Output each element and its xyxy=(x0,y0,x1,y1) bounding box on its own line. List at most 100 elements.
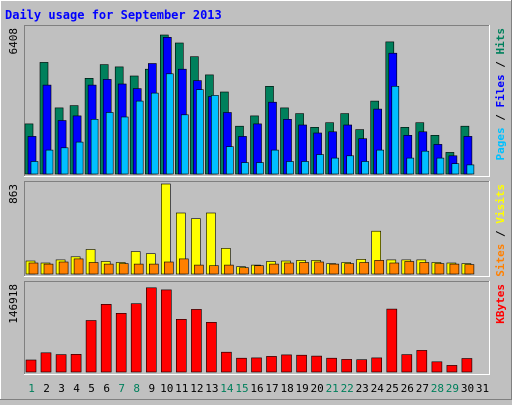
day-label-3: 3 xyxy=(58,382,65,395)
day-label-26: 26 xyxy=(401,382,414,395)
bar-kbytes-day-7 xyxy=(115,312,127,373)
panel-visits-sites: 863 Sites / Visits xyxy=(7,181,507,277)
bar-pages-day-13 xyxy=(211,95,219,175)
bar-kbytes-day-13 xyxy=(206,321,217,373)
bar-kbytes-day-4 xyxy=(70,353,82,373)
bar-sites-day-6 xyxy=(103,263,114,275)
bar-sites-day-13 xyxy=(209,265,219,275)
legend-entry-pages: Pages xyxy=(494,127,507,160)
bar-pages-day-6 xyxy=(105,112,114,175)
bar-sites-day-3 xyxy=(58,261,69,275)
bar-kbytes-day-30 xyxy=(461,358,473,373)
bar-sites-day-30 xyxy=(464,264,475,275)
day-label-7: 7 xyxy=(118,382,125,395)
bar-sites-day-22 xyxy=(344,263,355,275)
day-label-31: 31 xyxy=(476,382,489,395)
bar-pages-day-4 xyxy=(75,141,84,175)
bar-kbytes-day-23 xyxy=(356,359,368,373)
day-label-28: 28 xyxy=(431,382,444,395)
bar-pages-day-7 xyxy=(120,116,129,175)
bar-kbytes-day-8 xyxy=(130,303,142,373)
day-label-29: 29 xyxy=(446,382,459,395)
legend-separator: / xyxy=(494,224,507,244)
bar-pages-day-22 xyxy=(346,155,355,175)
day-label-22: 22 xyxy=(341,382,354,395)
bar-sites-day-16 xyxy=(254,265,264,275)
bar-pages-day-2 xyxy=(45,149,54,175)
day-label-11: 11 xyxy=(175,382,188,395)
day-label-23: 23 xyxy=(356,382,369,395)
bar-pages-day-29 xyxy=(451,163,460,175)
bar-pages-day-20 xyxy=(316,154,324,175)
day-label-25: 25 xyxy=(386,382,399,395)
bar-kbytes-day-20 xyxy=(311,355,322,373)
legend-separator: / xyxy=(494,108,507,128)
bar-pages-day-28 xyxy=(436,157,445,175)
bar-sites-day-4 xyxy=(73,258,84,275)
bar-sites-day-18 xyxy=(284,262,294,275)
bar-pages-day-11 xyxy=(181,114,189,175)
bar-sites-day-12 xyxy=(194,264,204,275)
panel-kbytes: 146918 KBytes xyxy=(7,281,507,375)
day-label-14: 14 xyxy=(220,382,234,395)
bar-pages-day-9 xyxy=(151,92,159,175)
chart-title: Daily usage for September 2013 xyxy=(5,8,222,22)
bar-sites-day-17 xyxy=(269,263,279,275)
bar-pages-day-15 xyxy=(241,162,249,175)
bar-kbytes-day-21 xyxy=(326,357,337,373)
bar-kbytes-day-16 xyxy=(251,357,262,373)
chart-panels: 6408 Pages / Files / Hits 863 Sites / Visit… xyxy=(7,25,507,375)
y-axis-max-label: 6408 xyxy=(7,28,20,55)
bar-pages-day-12 xyxy=(196,89,204,175)
bar-pages-day-25 xyxy=(391,86,400,175)
panel-hits-files-pages: 6408 Pages / Files / Hits xyxy=(7,25,507,177)
bar-kbytes-day-17 xyxy=(266,356,277,373)
bar-pages-day-26 xyxy=(406,157,415,175)
bar-sites-day-19 xyxy=(299,262,309,275)
bar-pages-day-27 xyxy=(421,150,430,175)
bar-pages-day-1 xyxy=(30,161,39,175)
day-label-1: 1 xyxy=(28,382,35,395)
bar-pages-day-5 xyxy=(90,119,99,175)
bar-pages-day-14 xyxy=(226,146,234,175)
bar-pages-day-16 xyxy=(256,162,264,175)
bar-sites-day-27 xyxy=(419,262,430,275)
bars-visits-sites xyxy=(25,183,475,275)
bar-sites-day-21 xyxy=(329,263,339,275)
day-label-13: 13 xyxy=(205,382,218,395)
day-label-8: 8 xyxy=(133,382,140,395)
day-label-20: 20 xyxy=(310,382,323,395)
bar-sites-day-26 xyxy=(404,261,415,275)
legend-entry-hits: Hits xyxy=(494,28,507,55)
y-axis-max-label: 146918 xyxy=(7,284,20,324)
bars-kbytes xyxy=(25,287,473,373)
bar-kbytes-day-27 xyxy=(416,350,428,373)
bar-kbytes-day-1 xyxy=(25,359,37,373)
bar-sites-day-14 xyxy=(224,264,234,275)
day-label-10: 10 xyxy=(160,382,173,395)
bar-kbytes-day-11 xyxy=(176,318,187,373)
bar-sites-day-5 xyxy=(88,262,99,275)
bar-kbytes-day-26 xyxy=(401,354,413,373)
bar-kbytes-day-24 xyxy=(371,357,383,373)
legend: KBytes xyxy=(494,284,507,324)
bar-pages-day-21 xyxy=(331,157,339,175)
bar-kbytes-day-29 xyxy=(446,365,458,373)
bar-kbytes-day-22 xyxy=(341,359,353,373)
bar-sites-day-24 xyxy=(374,260,385,275)
day-label-18: 18 xyxy=(280,382,293,395)
bar-pages-day-30 xyxy=(466,164,475,175)
bar-pages-day-17 xyxy=(271,149,279,175)
bar-sites-day-20 xyxy=(314,261,324,275)
day-label-5: 5 xyxy=(88,382,95,395)
bar-pages-day-10 xyxy=(166,73,174,175)
legend-entry-sites: Sites xyxy=(494,244,507,277)
bar-sites-day-15 xyxy=(239,267,249,275)
bar-sites-day-2 xyxy=(43,263,54,275)
bar-pages-day-3 xyxy=(60,147,69,175)
day-label-27: 27 xyxy=(416,382,429,395)
y-axis-max-label: 863 xyxy=(7,184,20,204)
day-label-9: 9 xyxy=(148,382,155,395)
day-label-6: 6 xyxy=(103,382,110,395)
